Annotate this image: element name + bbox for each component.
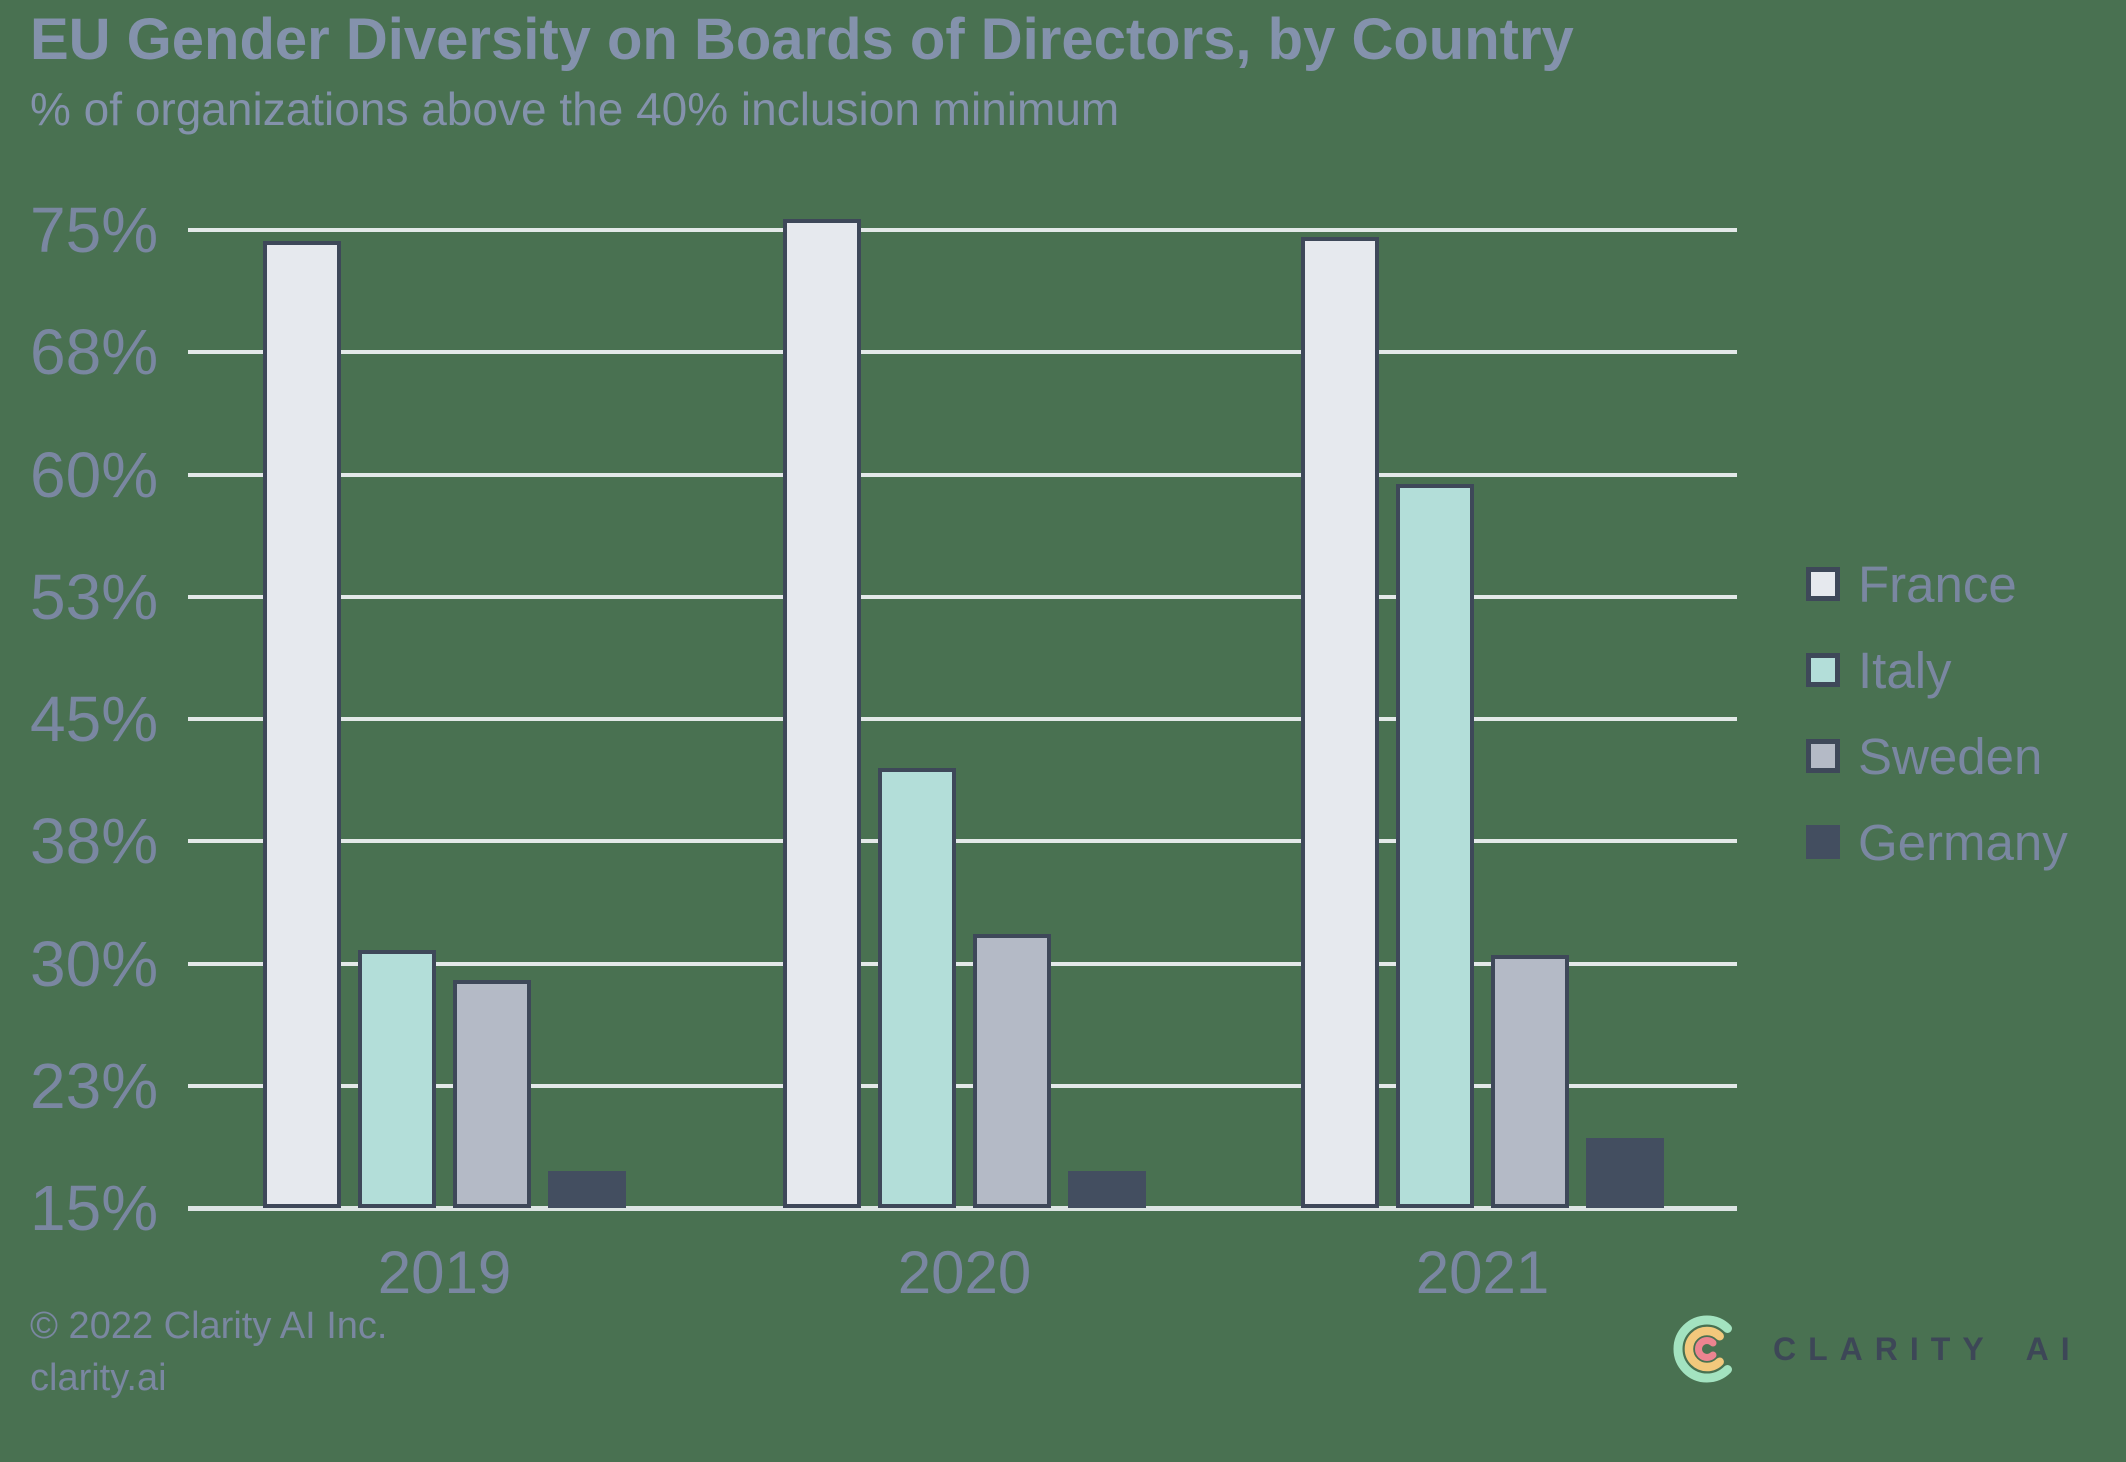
legend-item-italy: Italy <box>1806 639 1952 701</box>
bar-germany-2020 <box>1068 1171 1146 1208</box>
gridline <box>188 1084 1737 1088</box>
x-axis-line <box>188 1206 1737 1211</box>
clarity-logo-wordmark: CLARITY AI <box>1773 1330 2082 1367</box>
bar-sweden-2021 <box>1491 955 1569 1208</box>
legend-item-sweden: Sweden <box>1806 725 2042 787</box>
bar-germany-2021 <box>1586 1138 1664 1208</box>
y-axis-tick-label: 45% <box>30 683 159 755</box>
footer-copyright: © 2022 Clarity AI Inc. <box>30 1305 388 1347</box>
gridline <box>188 595 1737 599</box>
x-axis-label-2019: 2019 <box>377 1239 512 1306</box>
legend-swatch-sweden <box>1806 739 1840 773</box>
y-axis-tick-label: 23% <box>30 1050 159 1122</box>
legend-label-france: France <box>1858 555 2017 613</box>
y-axis-tick-label: 53% <box>30 561 159 633</box>
page-title: EU Gender Diversity on Boards of Directo… <box>30 7 1574 72</box>
legend-label-italy: Italy <box>1858 641 1952 699</box>
y-axis-tick-label: 15% <box>30 1172 159 1244</box>
legend-swatch-france <box>1806 567 1840 601</box>
gridline <box>188 473 1737 477</box>
legend-swatch-italy <box>1806 653 1840 687</box>
gridline <box>188 717 1737 721</box>
gridline <box>188 350 1737 354</box>
y-axis-tick-label: 30% <box>30 928 159 1000</box>
gridline <box>188 228 1737 232</box>
bar-germany-2019 <box>548 1171 626 1208</box>
bar-france-2019 <box>263 241 341 1208</box>
y-axis-tick-label: 60% <box>30 439 159 511</box>
y-axis-tick-label: 68% <box>30 316 159 388</box>
legend-item-germany: Germany <box>1806 811 2068 873</box>
bar-france-2020 <box>783 219 861 1208</box>
clarity-ai-logo: CLARITY AI <box>1669 1311 2082 1387</box>
bar-italy-2019 <box>358 950 436 1208</box>
legend-swatch-germany <box>1806 825 1840 859</box>
bar-italy-2021 <box>1396 484 1474 1208</box>
x-axis-label-2020: 2020 <box>897 1239 1032 1306</box>
y-axis-tick-label: 75% <box>30 194 159 266</box>
bar-sweden-2020 <box>973 934 1051 1208</box>
gridline <box>188 962 1737 966</box>
legend-label-sweden: Sweden <box>1858 727 2043 785</box>
bar-sweden-2019 <box>453 980 531 1208</box>
footer-website: clarity.ai <box>30 1357 167 1399</box>
bar-italy-2020 <box>878 768 956 1208</box>
bar-france-2021 <box>1301 237 1379 1208</box>
x-axis-label-2021: 2021 <box>1415 1239 1550 1306</box>
page-subtitle: % of organizations above the 40% inclusi… <box>30 83 1120 135</box>
y-axis-tick-label: 38% <box>30 805 159 877</box>
legend-item-france: France <box>1806 553 2017 615</box>
footer: © 2022 Clarity AI Inc. clarity.ai <box>30 1300 388 1404</box>
legend-label-germany: Germany <box>1858 813 2068 871</box>
clarity-logo-icon <box>1673 1315 1732 1383</box>
gridline <box>188 839 1737 843</box>
